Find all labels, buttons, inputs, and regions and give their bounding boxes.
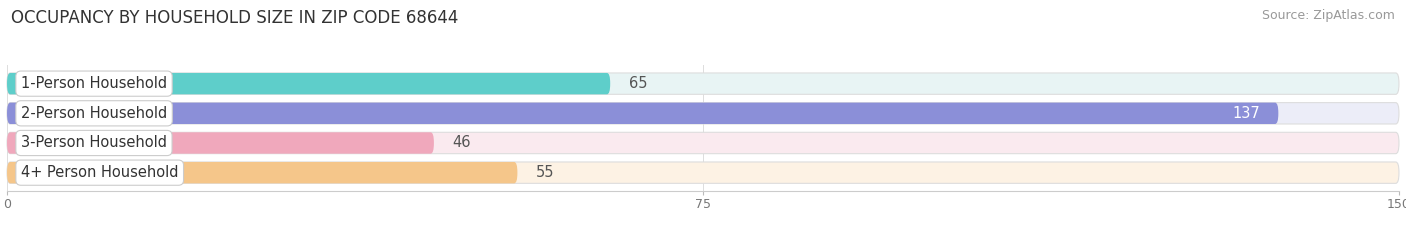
Text: 46: 46: [453, 135, 471, 151]
Text: 55: 55: [536, 165, 554, 180]
FancyBboxPatch shape: [7, 162, 517, 183]
FancyBboxPatch shape: [7, 73, 1399, 94]
FancyBboxPatch shape: [7, 103, 1278, 124]
Text: OCCUPANCY BY HOUSEHOLD SIZE IN ZIP CODE 68644: OCCUPANCY BY HOUSEHOLD SIZE IN ZIP CODE …: [11, 9, 458, 27]
Text: 4+ Person Household: 4+ Person Household: [21, 165, 179, 180]
FancyBboxPatch shape: [7, 103, 1399, 124]
Text: 1-Person Household: 1-Person Household: [21, 76, 167, 91]
Text: Source: ZipAtlas.com: Source: ZipAtlas.com: [1261, 9, 1395, 22]
FancyBboxPatch shape: [7, 132, 434, 154]
Text: 3-Person Household: 3-Person Household: [21, 135, 167, 151]
FancyBboxPatch shape: [7, 73, 610, 94]
Text: 65: 65: [628, 76, 647, 91]
FancyBboxPatch shape: [7, 132, 1399, 154]
Text: 2-Person Household: 2-Person Household: [21, 106, 167, 121]
Text: 137: 137: [1232, 106, 1260, 121]
FancyBboxPatch shape: [7, 162, 1399, 183]
